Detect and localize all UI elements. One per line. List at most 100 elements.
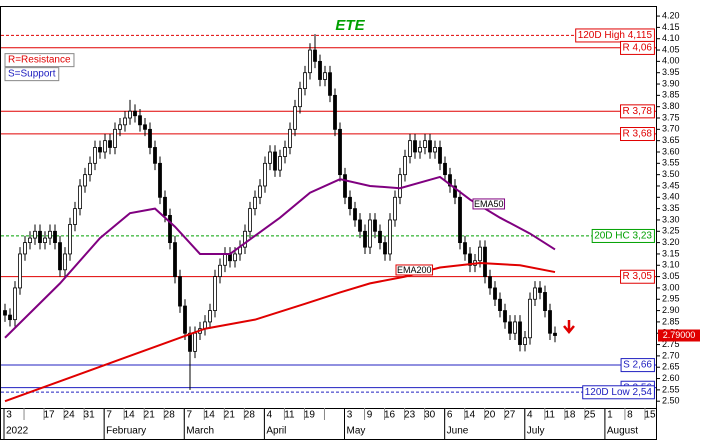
y-tick-label: 2.95 (662, 294, 680, 304)
y-tick-label: 3.30 (662, 214, 680, 224)
candle-body (358, 219, 362, 232)
x-tick-label: 3 (6, 410, 12, 421)
candle-body (108, 140, 112, 148)
x-tick-label: 11 (284, 410, 295, 421)
candle-body (18, 253, 22, 289)
candle-body (413, 140, 417, 153)
x-tick-label: 6 (447, 410, 453, 421)
level-label-box (620, 269, 655, 284)
y-tick-label: 2.50 (662, 396, 680, 406)
candle-body (543, 292, 547, 311)
candle-body (43, 237, 47, 244)
candle-body (173, 242, 177, 277)
level-label-box (575, 28, 655, 43)
y-tick-label: 3.05 (662, 271, 680, 281)
candle-body (503, 310, 507, 323)
level-label: 120D Low 2,54 (585, 387, 653, 398)
candle-body (468, 253, 472, 266)
candle-body (398, 174, 402, 198)
candle-body (3, 310, 7, 316)
candle-body (193, 332, 197, 352)
candle-body (8, 314, 12, 321)
indicator-label: EMA50 (474, 199, 504, 209)
candle-body (548, 310, 552, 334)
candle-body (13, 287, 17, 321)
level-label: R 3,05 (623, 271, 653, 282)
candle-body (143, 124, 147, 130)
candle-body (178, 276, 182, 307)
x-tick-label: 7 (186, 410, 192, 421)
indicator-line (4, 175, 556, 339)
candle-body (513, 321, 517, 334)
level-label-box (582, 385, 655, 400)
last-price-label: 2.79000 (663, 330, 696, 340)
candle-body (208, 310, 212, 323)
x-tick-label: 9 (367, 410, 373, 421)
candle-body (313, 49, 317, 62)
candle-body (133, 110, 137, 117)
candle-body (318, 60, 322, 80)
x-tick-label: 25 (584, 410, 596, 421)
down-arrow (563, 320, 575, 334)
candle-body (218, 264, 222, 277)
candle-body (328, 72, 332, 96)
candle-body (528, 298, 532, 339)
candle-body (78, 185, 82, 210)
x-tick-label: 17 (43, 410, 55, 421)
x-axis-frame (0, 408, 657, 440)
candle-body (283, 147, 287, 157)
plot-frame (0, 6, 657, 409)
candle-body (53, 230, 57, 244)
candle-body (493, 287, 497, 300)
candle-body (333, 94, 337, 130)
indicator-label-box (472, 198, 506, 210)
candle-body (183, 305, 187, 334)
candle-body (478, 246, 482, 262)
candle-body (258, 185, 262, 198)
x-tick-label: 4 (267, 410, 273, 421)
y-tick-label: 3.15 (662, 248, 680, 258)
y-tick-label: 2.90 (662, 305, 680, 315)
candle-body (418, 147, 422, 153)
candle-body (438, 147, 442, 164)
candle-body (223, 253, 227, 266)
y-tick-label: 3.80 (662, 101, 680, 111)
candle-body (98, 147, 102, 153)
y-tick-label: 2.55 (662, 384, 680, 394)
candle-body (293, 106, 297, 130)
level-label-box (620, 358, 655, 373)
candle-body (443, 162, 447, 176)
x-tick-label: 8 (627, 410, 633, 421)
level-label-box (620, 40, 655, 55)
candle-body (458, 196, 462, 244)
candle-body (158, 162, 162, 198)
month-label: June (447, 426, 469, 437)
y-tick-label: 3.20 (662, 237, 680, 247)
x-tick-label: 21 (224, 410, 236, 421)
x-tick-label: 19 (304, 410, 316, 421)
x-tick-label: 30 (424, 410, 436, 421)
level-label: 20D HC 3,23 (594, 230, 652, 241)
x-tick-label: 1 (607, 410, 613, 421)
candle-body (48, 230, 52, 239)
candle-body (403, 156, 407, 176)
candle-body (68, 224, 72, 255)
y-tick-label: 4.10 (662, 33, 680, 43)
candle-body (463, 242, 467, 255)
y-tick-label: 3.45 (662, 180, 680, 190)
x-tick-label: 28 (244, 410, 256, 421)
candle-body (113, 128, 117, 148)
candle-body (448, 174, 452, 187)
y-tick-label: 4.15 (662, 22, 680, 32)
month-label: March (186, 426, 214, 437)
legend-note: R=Resistance (8, 55, 71, 66)
candle-body (388, 219, 392, 255)
level-label: R 4,06 (623, 42, 653, 53)
x-tick-label: 21 (144, 410, 156, 421)
x-tick-label: 7 (106, 410, 112, 421)
indicator-label: EMA200 (397, 265, 432, 275)
candle-body (353, 208, 357, 221)
y-tick-label: 2.60 (662, 373, 680, 383)
candle-body (268, 151, 272, 164)
